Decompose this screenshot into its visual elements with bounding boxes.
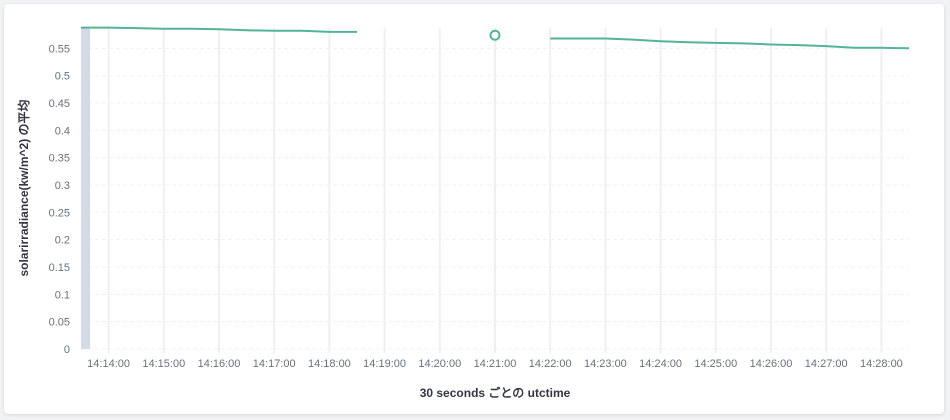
x-tick-label: 14:21:00 xyxy=(474,358,517,370)
y-tick-label: 0.35 xyxy=(49,153,70,165)
x-axis-title: 30 seconds ごとの utctime xyxy=(420,385,571,400)
y-tick-label: 0.5 xyxy=(55,71,70,83)
y-tick-label: 0.3 xyxy=(55,180,70,192)
y-tick-label: 0.15 xyxy=(49,262,70,274)
x-tick-label: 14:23:00 xyxy=(584,358,627,370)
y-tick-label: 0.1 xyxy=(55,289,70,301)
x-tick-label: 14:16:00 xyxy=(198,358,241,370)
x-tick-label: 14:17:00 xyxy=(253,358,296,370)
data-point xyxy=(489,29,501,41)
y-tick-label: 0.2 xyxy=(55,235,70,247)
series-solarirradiance xyxy=(81,26,910,50)
series-line xyxy=(550,37,910,50)
x-tick-label: 14:28:00 xyxy=(860,358,903,370)
x-tick-label: 14:25:00 xyxy=(694,358,737,370)
y-tick-label: 0.4 xyxy=(55,125,70,137)
x-tick-label: 14:19:00 xyxy=(363,358,406,370)
y-tick-label: 0.55 xyxy=(49,43,70,55)
y-tick-label: 0 xyxy=(64,344,70,356)
series-line xyxy=(81,26,357,33)
x-axis: 14:14:00 14:15:00 14:16:00 14:17:00 14:18:00… xyxy=(87,358,903,370)
grid xyxy=(81,28,909,353)
x-tick-label: 14:26:00 xyxy=(750,358,793,370)
y-tick-label: 0.45 xyxy=(49,98,70,110)
y-tick-label: 0.05 xyxy=(49,317,70,329)
x-tick-label: 14:18:00 xyxy=(308,358,351,370)
partial-bucket-shade xyxy=(81,28,90,349)
x-tick-label: 14:14:00 xyxy=(87,358,130,370)
x-tick-label: 14:20:00 xyxy=(418,358,461,370)
x-tick-label: 14:24:00 xyxy=(639,358,682,370)
y-axis: 0 0.05 0.1 0.15 0.2 0.25 0.3 0.35 0.4 0.45 0.5 0.55 xyxy=(49,43,70,356)
x-tick-label: 14:27:00 xyxy=(805,358,848,370)
chart-panel xyxy=(4,4,944,414)
x-tick-label: 14:15:00 xyxy=(142,358,185,370)
x-tick-label: 14:22:00 xyxy=(529,358,572,370)
y-tick-label: 0.25 xyxy=(49,207,70,219)
y-axis-title: solarirradiance(kw/m^2) の平均 xyxy=(16,99,31,276)
